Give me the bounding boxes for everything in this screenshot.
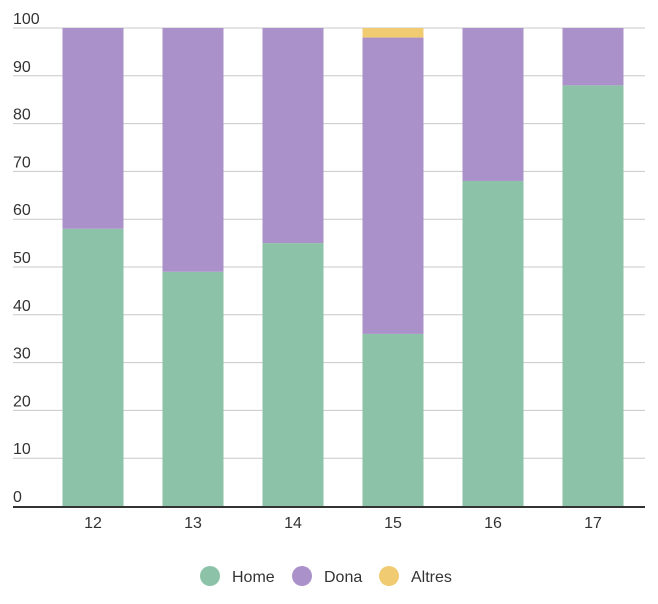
- legend-swatch-dona: [292, 566, 312, 586]
- legend-label-dona: Dona: [324, 569, 362, 586]
- legend-swatch-home: [200, 566, 220, 586]
- x-tick-label-12: 12: [84, 515, 102, 532]
- bar-home-16: [462, 180, 524, 506]
- y-tick-label: 10: [13, 441, 31, 458]
- x-tick-label-16: 16: [484, 515, 502, 532]
- y-tick-label: 70: [13, 154, 31, 171]
- bar-home-13: [162, 271, 224, 506]
- x-axis-ticks: 12 13 14 15 16 17: [84, 515, 602, 532]
- y-tick-label: 80: [13, 107, 31, 124]
- y-tick-label: 90: [13, 59, 31, 76]
- bar-altres-15: [362, 28, 424, 38]
- legend-label-home: Home: [232, 569, 275, 586]
- bar-dona-14: [262, 28, 324, 244]
- y-tick-label: 0: [13, 489, 22, 506]
- bar-dona-13: [162, 28, 224, 272]
- y-tick-label: 20: [13, 393, 31, 410]
- x-tick-label-13: 13: [184, 515, 202, 532]
- y-axis-ticks: 0 10 20 30 40 50 60 70 80 90 100: [13, 11, 40, 506]
- y-tick-label: 100: [13, 11, 40, 28]
- bars: [62, 28, 624, 507]
- y-tick-label: 30: [13, 346, 31, 363]
- bar-dona-16: [462, 28, 524, 181]
- bar-home-17: [562, 85, 624, 507]
- x-tick-label-15: 15: [384, 515, 402, 532]
- bar-dona-15: [362, 37, 424, 334]
- bar-home-12: [62, 228, 124, 506]
- y-tick-label: 50: [13, 250, 31, 267]
- bar-dona-12: [62, 28, 124, 229]
- y-tick-label: 60: [13, 202, 31, 219]
- bar-home-15: [362, 333, 424, 506]
- legend-swatch-altres: [379, 566, 399, 586]
- x-tick-label-17: 17: [584, 515, 602, 532]
- legend: Home Dona Altres: [200, 566, 452, 586]
- legend-label-altres: Altres: [411, 569, 452, 586]
- x-tick-label-14: 14: [284, 515, 302, 532]
- bar-home-14: [262, 243, 324, 506]
- y-tick-label: 40: [13, 298, 31, 315]
- bar-dona-17: [562, 28, 624, 86]
